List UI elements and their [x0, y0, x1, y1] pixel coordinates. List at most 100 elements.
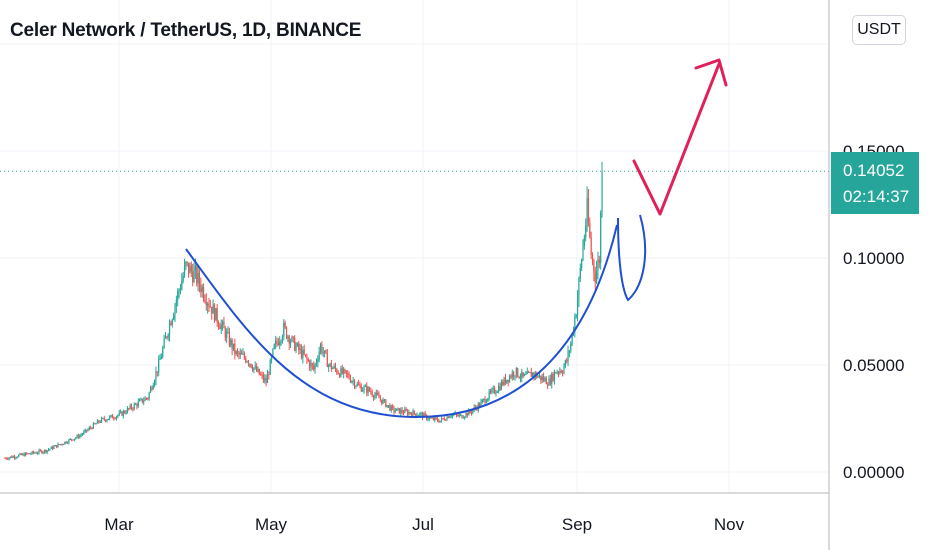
candle-body — [557, 372, 560, 374]
candle-body — [102, 418, 104, 420]
candle-body — [235, 351, 237, 354]
candle-body — [194, 266, 196, 270]
candle-body — [544, 378, 546, 381]
candle-body — [113, 418, 115, 420]
y-tick-label: 0.05000 — [843, 356, 904, 375]
candle-body — [484, 398, 486, 403]
candle-body — [427, 419, 429, 421]
handle-arc — [617, 214, 647, 302]
x-tick-label: Jul — [412, 515, 434, 534]
currency-button[interactable]: USDT — [852, 15, 906, 45]
candle-body — [382, 399, 384, 404]
candle-body — [445, 419, 447, 421]
candle-body — [7, 458, 9, 460]
candle-body — [311, 363, 313, 366]
candle-body — [52, 446, 54, 449]
candle-body — [310, 363, 312, 368]
projection-arrow — [632, 62, 721, 216]
candle-body — [71, 439, 73, 441]
candle-body — [84, 429, 86, 432]
candle-body — [110, 415, 112, 417]
candle-body — [198, 273, 201, 285]
candle-body — [137, 401, 139, 407]
candle-body — [251, 367, 254, 371]
candle-body — [374, 395, 376, 398]
candle-body — [292, 336, 294, 338]
candle-body — [230, 339, 232, 346]
candle-body — [185, 261, 187, 266]
candle-body — [556, 372, 558, 374]
candle-body — [145, 397, 148, 399]
candle-body — [332, 367, 334, 370]
candle-body — [600, 212, 602, 263]
candle-body — [264, 378, 266, 381]
candle-body — [530, 372, 532, 377]
candle-body — [318, 351, 320, 360]
candle-body — [287, 336, 289, 339]
candle-body — [103, 418, 105, 420]
cup-arc — [185, 224, 618, 419]
candle-body — [304, 354, 307, 356]
candle-body — [149, 387, 152, 393]
candle-body — [152, 385, 154, 390]
candle-body — [398, 408, 400, 414]
candle-body — [216, 308, 218, 323]
candle-body — [468, 410, 470, 416]
candle-body — [190, 265, 192, 272]
x-tick-label: May — [255, 515, 288, 534]
candle-body — [545, 378, 547, 385]
candle-body — [193, 269, 195, 283]
candle-body — [541, 376, 543, 381]
candle-body — [75, 437, 77, 439]
candle-body — [574, 317, 576, 332]
chart-title: Celer Network / TetherUS, 1D, BINANCE — [10, 20, 362, 41]
candle-body — [154, 380, 156, 386]
candle-body — [370, 391, 372, 393]
candle-body — [362, 389, 364, 392]
candle-body — [349, 378, 352, 383]
candle-body — [336, 369, 338, 374]
candle-body — [283, 322, 285, 337]
candle-body — [151, 387, 153, 390]
candle-body — [390, 405, 392, 411]
candle-body — [257, 368, 259, 372]
candle-body — [446, 416, 448, 420]
candle-body — [24, 452, 26, 457]
candle-body — [291, 336, 293, 342]
candle-body — [306, 355, 308, 360]
candle-body — [492, 388, 494, 390]
candle-body — [77, 435, 80, 438]
candle-body — [31, 451, 33, 454]
candle-body — [415, 413, 417, 416]
candle-body — [307, 359, 309, 362]
candle-body — [238, 352, 240, 355]
candle-body — [358, 383, 360, 386]
candle-body — [406, 410, 409, 415]
candle-body — [167, 334, 169, 338]
candle-body — [28, 453, 31, 455]
candle-body — [5, 458, 7, 460]
candle-body — [461, 414, 463, 419]
candle-body — [383, 399, 386, 401]
candle-body — [563, 366, 565, 374]
candle-body — [334, 365, 337, 370]
candle-body — [303, 349, 305, 355]
candle-body — [171, 319, 173, 326]
candle-body — [347, 373, 349, 375]
candle-body — [449, 416, 451, 418]
candle-body — [215, 308, 217, 321]
candle-body — [125, 412, 127, 414]
candle-body — [209, 306, 211, 308]
candle-body — [464, 416, 466, 418]
candle-body — [582, 245, 584, 260]
candle-body — [513, 372, 515, 377]
candle-body — [394, 410, 396, 412]
candle-body — [272, 348, 274, 357]
candle-body — [313, 365, 315, 370]
candle-body — [118, 412, 120, 416]
candle-body — [396, 408, 398, 411]
candle-body — [276, 340, 278, 343]
candle-body — [351, 381, 353, 383]
